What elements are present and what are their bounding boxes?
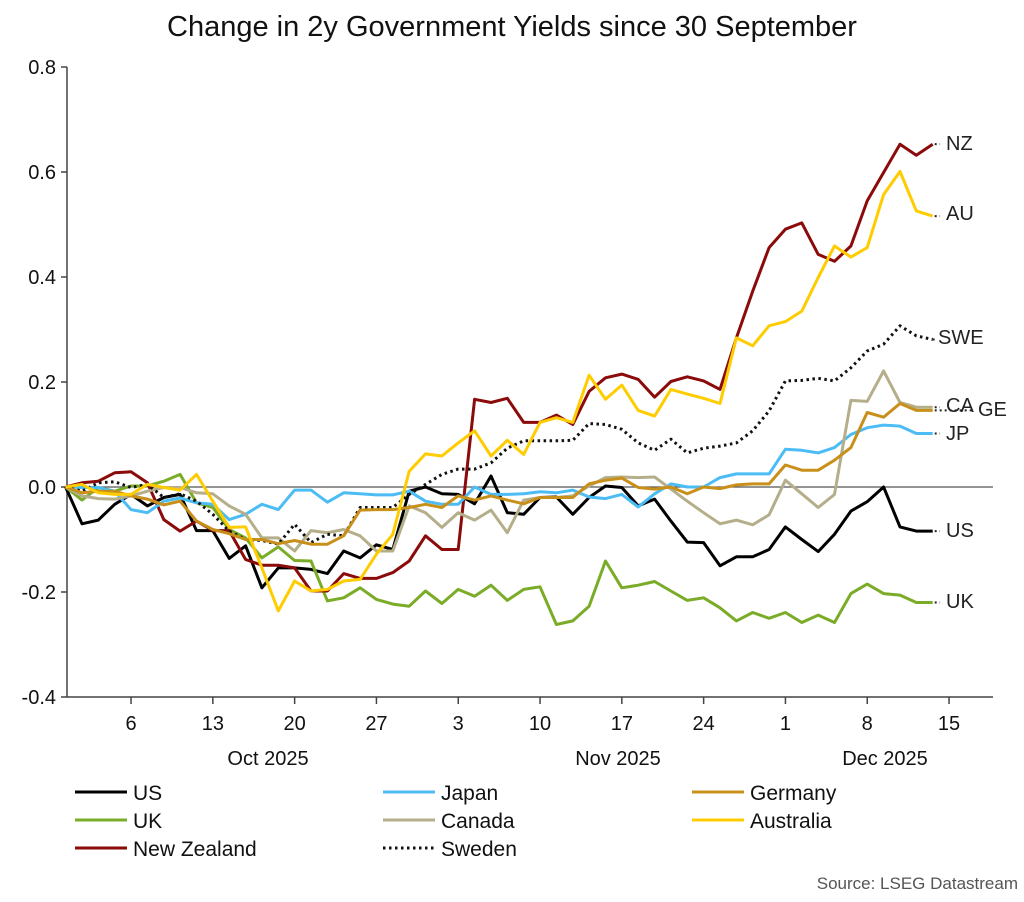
end-label-swe: SWE: [938, 327, 984, 349]
legend: US UK New Zealand Japan Canada Sweden Germany A…: [75, 782, 837, 861]
x-tick-label: 24: [693, 713, 715, 735]
series-line-new-zealand: [65, 142, 934, 593]
x-tick-label: 3: [453, 713, 464, 735]
end-label-uk: UK: [946, 591, 974, 613]
x-tick-label: 13: [202, 713, 224, 735]
x-tick-label: 15: [938, 713, 960, 735]
series-line-japan: [65, 423, 933, 522]
month-label: Dec 2025: [842, 748, 928, 770]
x-tick-label: 10: [529, 713, 551, 735]
end-label-au: AU: [946, 203, 974, 225]
series-line-sweden: [65, 324, 934, 546]
legend-label: Japan: [441, 782, 498, 805]
end-label-ge: GE: [978, 399, 1007, 421]
series-lines: [64, 142, 934, 626]
y-tick-label: 0.8: [28, 57, 56, 79]
legend-label: Germany: [750, 782, 837, 805]
end-labels: US UK NZ JP CA SWE GE AU: [932, 133, 1007, 613]
series-line-germany: [65, 402, 933, 546]
y-tick-label: 0.0: [28, 477, 56, 499]
y-tick-label: 0.2: [28, 372, 56, 394]
y-tick-label: -0.2: [22, 582, 56, 604]
legend-label: Canada: [441, 810, 515, 833]
legend-label: New Zealand: [133, 838, 257, 861]
x-tick-label: 6: [125, 713, 136, 735]
x-tick-label: 1: [780, 713, 791, 735]
end-label-jp: JP: [946, 423, 969, 445]
y-tick-label: -0.4: [22, 687, 56, 709]
x-tick-label: 8: [862, 713, 873, 735]
source-note: Source: LSEG Datastream: [817, 874, 1018, 893]
end-label-us: US: [946, 520, 974, 542]
y-tick-label: 0.6: [28, 162, 56, 184]
legend-label: Australia: [750, 810, 832, 833]
series-line-uk: [64, 472, 933, 626]
x-tick-label: 20: [284, 713, 306, 735]
series-line-australia: [65, 170, 934, 613]
legend-label: UK: [133, 810, 162, 833]
x-tick-label: 27: [365, 713, 387, 735]
legend-label: Sweden: [441, 838, 517, 861]
end-label-nz: NZ: [946, 133, 973, 155]
month-label: Nov 2025: [575, 748, 661, 770]
series-line-canada: [64, 369, 933, 553]
end-label-ca: CA: [946, 395, 974, 417]
month-label: Oct 2025: [227, 748, 308, 770]
y-tick-label: 0.4: [28, 267, 56, 289]
axes: 0.8 0.6 0.4 0.2 0.0 -0.2 -0.4 6 13 20 27 3 10 17 24 1 8 1…: [22, 57, 993, 770]
legend-label: US: [133, 782, 162, 805]
x-tick-label: 17: [611, 713, 633, 735]
chart-title: Change in 2y Government Yields since 30 …: [167, 11, 857, 43]
